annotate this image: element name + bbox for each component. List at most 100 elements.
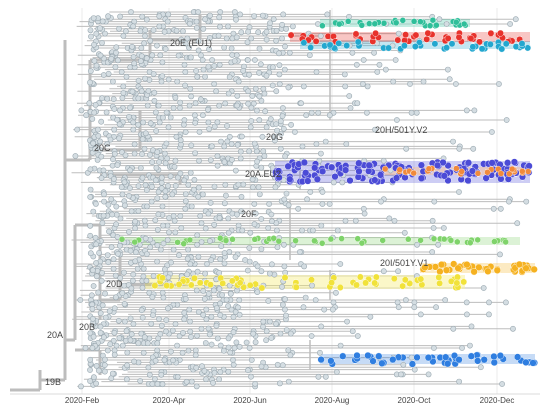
highlighted-tip — [417, 237, 424, 244]
highlighted-tip — [437, 261, 446, 269]
tip-node — [117, 215, 124, 222]
tip-node — [225, 229, 232, 236]
highlighted-tip — [448, 40, 456, 48]
tip-node — [184, 255, 191, 262]
tip-node — [463, 311, 470, 318]
tip-node — [211, 369, 218, 376]
tip-node — [99, 18, 106, 25]
tip-node — [250, 330, 257, 337]
tip-node — [186, 306, 193, 313]
tip-node — [93, 200, 99, 207]
highlighted-tip — [163, 282, 171, 289]
tip-node — [187, 261, 194, 267]
highlighted-tip — [441, 235, 448, 243]
tip-node — [256, 93, 263, 100]
tip-node — [195, 9, 201, 15]
highlighted-tip — [453, 19, 460, 26]
tip-node — [169, 327, 176, 334]
highlighted-tip — [421, 263, 429, 272]
tip-node — [205, 325, 212, 332]
tip-node — [87, 166, 94, 173]
tip-node — [283, 327, 290, 333]
tip-node — [87, 222, 94, 229]
tip-node — [187, 169, 194, 176]
clade-label-20a-eu2: 20A.EU2 — [245, 169, 281, 179]
highlighted-tip — [412, 31, 420, 39]
tip-node — [110, 265, 117, 272]
tip-node — [135, 95, 142, 102]
x-axis: 2020-Feb 2020-Apr 2020-Jun 2020-Aug 2020-Oct… — [10, 393, 540, 405]
highlighted-tip — [219, 279, 227, 287]
tip-node — [92, 146, 99, 153]
tip-node — [285, 84, 292, 91]
tip-node — [230, 314, 237, 320]
tip-node — [213, 322, 220, 329]
tip-node — [182, 205, 189, 212]
highlighted-tip — [353, 351, 361, 360]
tip-node — [109, 211, 116, 218]
tip-node — [174, 78, 181, 85]
tip-node — [167, 348, 174, 355]
tip-node — [130, 23, 136, 30]
highlighted-tip — [207, 281, 214, 288]
tip-node — [93, 260, 99, 266]
tip-node — [222, 181, 229, 188]
tip-node — [177, 170, 184, 177]
tip-node — [166, 215, 172, 221]
highlighted-tip — [358, 22, 365, 29]
highlighted-tip — [174, 239, 181, 246]
tip-node — [470, 145, 477, 152]
tip-node — [246, 245, 253, 251]
tip-node — [132, 225, 138, 232]
tip-node — [224, 123, 230, 129]
tip-node — [121, 202, 128, 209]
highlighted-tip — [358, 239, 366, 247]
tip-node — [202, 225, 209, 232]
tip-node — [90, 283, 97, 289]
tip-node — [220, 347, 227, 354]
highlighted-tip — [447, 277, 455, 285]
tip-node — [197, 96, 204, 103]
tip-node — [281, 196, 288, 203]
tip-node — [456, 145, 463, 152]
tip-node — [192, 119, 199, 126]
tip-node — [217, 256, 224, 263]
tip-node — [408, 354, 415, 361]
highlighted-tip — [246, 281, 254, 289]
tip-node — [174, 174, 181, 181]
tip-node — [208, 341, 215, 348]
tip-node — [337, 261, 344, 267]
tip-node — [490, 205, 497, 212]
tip-node — [503, 117, 510, 123]
tip-node — [113, 342, 120, 349]
tip-node — [205, 119, 212, 126]
tip-node — [142, 75, 148, 82]
tip-node — [158, 174, 165, 181]
tip-node — [232, 309, 239, 315]
tip-node — [333, 369, 340, 375]
tip-node — [374, 69, 381, 75]
highlighted-tip — [342, 166, 350, 174]
tip-node — [237, 155, 244, 162]
tip-node — [252, 210, 259, 217]
tip-node — [182, 296, 189, 302]
tip-node — [321, 306, 328, 313]
tip-node — [140, 265, 147, 272]
tip-node — [98, 153, 105, 160]
tip-node — [131, 60, 138, 67]
tip-node — [87, 367, 93, 373]
tip-node — [119, 342, 126, 349]
tip-node — [174, 342, 180, 349]
tip-node — [291, 129, 298, 135]
tip-node — [248, 373, 254, 380]
highlighted-tip — [319, 167, 327, 176]
tip-node — [279, 301, 286, 308]
tip-node — [193, 383, 200, 390]
tip-node — [251, 140, 258, 147]
tip-node — [90, 333, 97, 340]
tip-node — [456, 189, 462, 195]
tip-node — [93, 30, 100, 37]
tip-node — [222, 100, 229, 107]
tip-node — [163, 109, 170, 116]
